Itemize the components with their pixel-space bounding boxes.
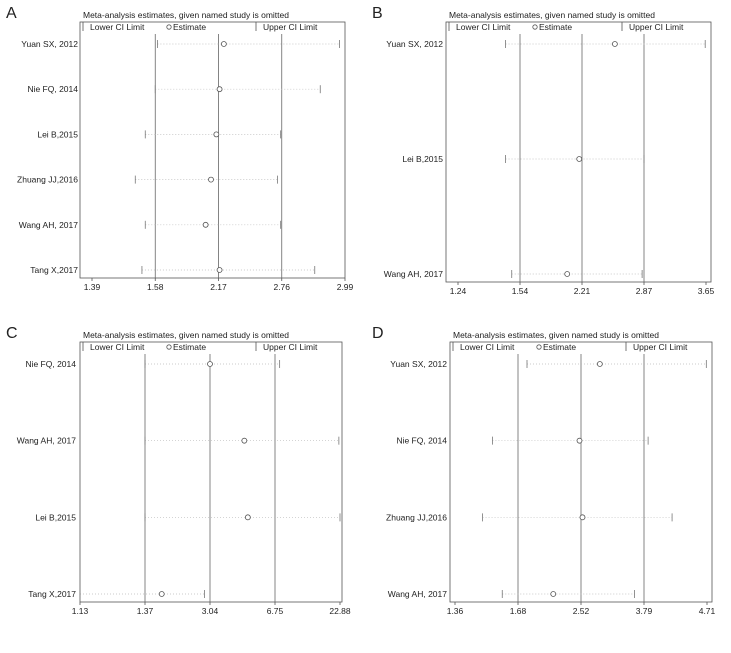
panel-letter: D xyxy=(372,325,384,342)
x-tick-label: 2.52 xyxy=(573,606,590,616)
study-label: Yuan SX, 2012 xyxy=(386,39,443,49)
panel-d: D Meta-analysis estimates, given named st… xyxy=(372,325,716,616)
x-tick-label: 1.37 xyxy=(137,606,154,616)
x-tick-label: 1.58 xyxy=(147,282,164,292)
panel-letter: B xyxy=(372,5,383,22)
plot-frame xyxy=(79,21,346,279)
study-label: Zhuang JJ,2016 xyxy=(17,175,78,185)
legend-label: Upper CI Limit xyxy=(629,22,684,32)
legend-label: Lower CI Limit xyxy=(456,22,511,32)
estimate-point xyxy=(220,41,227,47)
x-tick-label: 4.71 xyxy=(699,606,716,616)
x-tick-label: 1.39 xyxy=(84,282,101,292)
x-tick-label: 2.76 xyxy=(273,282,290,292)
x-tick-label: 1.24 xyxy=(450,286,467,296)
estimate-point xyxy=(213,131,220,138)
estimate-point xyxy=(202,221,209,228)
estimate-point xyxy=(207,361,213,367)
legend-label: Upper CI Limit xyxy=(263,342,318,352)
x-tick-label: 3.65 xyxy=(698,286,715,296)
x-tick-label: 3.79 xyxy=(636,606,653,616)
chart-title: Meta-analysis estimates, given named stu… xyxy=(453,330,659,340)
study-label: Tang X,2017 xyxy=(28,589,76,599)
plot-frame xyxy=(79,341,343,603)
study-label: Zhuang JJ,2016 xyxy=(386,512,447,522)
legend-label: Lower CI Limit xyxy=(460,342,515,352)
study-label: Nie FQ, 2014 xyxy=(27,84,78,94)
study-label: Lei B,2015 xyxy=(35,512,76,522)
study-label: Lei B,2015 xyxy=(402,154,443,164)
study-label: Wang AH, 2017 xyxy=(388,589,447,599)
panel-b: B Meta-analysis estimates, given named st… xyxy=(372,5,715,296)
estimate-point xyxy=(576,437,583,444)
x-tick-label: 6.75 xyxy=(267,606,284,616)
panel-letter: C xyxy=(6,325,18,342)
panel-a: A Meta-analysis estimates, given named st… xyxy=(6,5,354,292)
chart-title: Meta-analysis estimates, given named stu… xyxy=(83,10,289,20)
legend-label: Upper CI Limit xyxy=(263,22,318,32)
legend-label: Lower CI Limit xyxy=(90,342,145,352)
x-tick-label: 3.04 xyxy=(202,606,219,616)
x-tick-label: 1.68 xyxy=(510,606,527,616)
study-label: Nie FQ, 2014 xyxy=(396,436,447,446)
study-label: Wang AH, 2017 xyxy=(17,436,76,446)
chart-title: Meta-analysis estimates, given named stu… xyxy=(83,330,289,340)
legend-label: Estimate xyxy=(173,22,206,32)
x-tick-label: 2.21 xyxy=(574,286,591,296)
panel-letter: A xyxy=(6,5,17,22)
estimate-point xyxy=(216,267,223,273)
x-tick-label: 22.88 xyxy=(329,606,351,616)
study-label: Tang X,2017 xyxy=(30,265,78,275)
x-tick-label: 1.54 xyxy=(512,286,529,296)
estimate-point xyxy=(579,514,586,521)
study-label: Yuan SX, 2012 xyxy=(21,39,78,49)
panel-c: C Meta-analysis estimates, given named st… xyxy=(6,325,351,616)
legend-estimate-marker xyxy=(536,344,542,350)
estimate-point xyxy=(611,41,618,47)
legend-estimate-marker xyxy=(532,24,538,30)
study-label: Lei B,2015 xyxy=(37,129,78,139)
estimate-point xyxy=(158,591,165,597)
estimate-point xyxy=(208,176,214,183)
legend-label: Estimate xyxy=(539,22,572,32)
estimate-point xyxy=(244,514,251,521)
x-tick-label: 2.87 xyxy=(636,286,653,296)
x-tick-label: 2.17 xyxy=(210,282,227,292)
estimate-point xyxy=(241,437,248,444)
x-tick-label: 2.99 xyxy=(337,282,354,292)
estimate-point xyxy=(596,361,603,367)
legend-estimate-marker xyxy=(166,24,172,30)
x-tick-label: 1.13 xyxy=(72,606,89,616)
legend-estimate-marker xyxy=(166,344,172,350)
study-label: Wang AH, 2017 xyxy=(19,220,78,230)
chart-title: Meta-analysis estimates, given named stu… xyxy=(449,10,655,20)
study-label: Nie FQ, 2014 xyxy=(25,359,76,369)
estimate-point xyxy=(564,271,571,277)
study-label: Wang AH, 2017 xyxy=(384,269,443,279)
estimate-point xyxy=(576,156,583,162)
estimate-point xyxy=(216,86,223,93)
x-tick-label: 1.36 xyxy=(447,606,464,616)
legend-label: Estimate xyxy=(173,342,206,352)
estimate-point xyxy=(550,591,557,597)
legend-label: Estimate xyxy=(543,342,576,352)
legend-label: Upper CI Limit xyxy=(633,342,688,352)
study-label: Yuan SX, 2012 xyxy=(390,359,447,369)
plot-frame xyxy=(445,21,712,283)
legend-label: Lower CI Limit xyxy=(90,22,145,32)
